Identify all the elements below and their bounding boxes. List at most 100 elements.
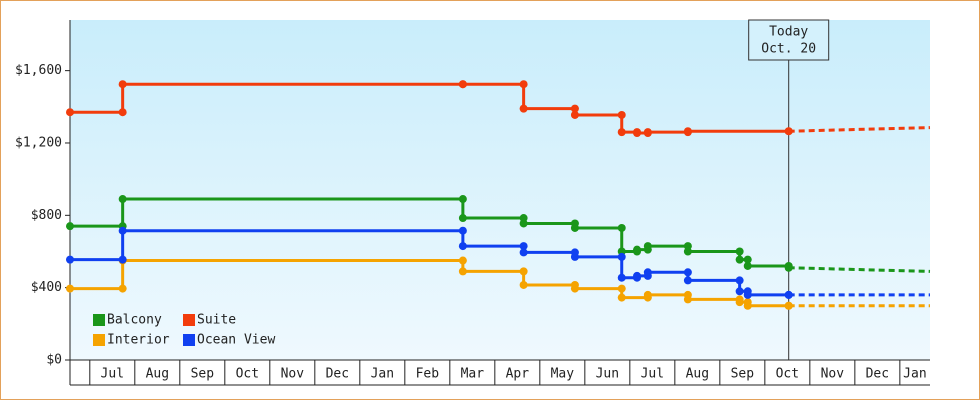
point [784,263,793,272]
price-line [70,229,789,297]
point [519,280,528,289]
point [458,80,467,89]
point [570,223,579,232]
today-label: Oct. 20 [761,42,816,57]
point [735,255,744,264]
point [735,287,744,296]
point [633,271,642,280]
point [643,128,652,137]
legend-label: Suite [197,313,236,328]
legend-swatch [93,314,105,326]
step-corner [570,104,579,113]
point [683,247,692,256]
point [66,108,74,117]
point [519,219,528,228]
point [617,293,626,302]
point [66,284,74,293]
x-tick-label: Jul [101,367,124,382]
step-corner [735,247,744,256]
point [643,268,652,277]
x-tick-label: Sep [731,367,755,382]
point [66,222,74,231]
today-box [748,19,830,61]
step-corner [617,110,626,119]
point [743,261,752,270]
y-tick-label: $1,600 [15,63,62,78]
plot-area [70,20,930,360]
step-corner [617,252,626,261]
step-corner [118,284,127,293]
legend-swatch [93,334,105,346]
legend-label: Balcony [107,313,162,328]
point [643,242,652,251]
x-tick-label: Jul [641,367,664,382]
point [118,226,127,235]
x-tick-label: Aug [686,367,709,382]
point [643,290,652,299]
step-corner [458,226,467,235]
x-tick-label: Jun [596,367,619,382]
step-corner [683,268,692,277]
step-corner [617,223,626,232]
step-corner [519,80,528,89]
point [743,301,752,310]
step-corner [458,195,467,204]
legend-swatch [183,314,195,326]
step-corner [118,108,127,117]
point [118,195,127,204]
legend-label: Interior [107,333,170,348]
point [735,298,744,307]
x-tick-label: Sep [191,367,215,382]
point [683,295,692,304]
x-tick-label: Dec [326,367,349,382]
y-tick-label: $400 [31,280,62,295]
point [570,110,579,119]
point [458,267,467,276]
point [683,127,692,136]
x-tick-label: Oct [776,367,799,382]
x-tick-label: Apr [506,367,530,382]
step-corner [743,255,752,264]
step-corner [519,267,528,276]
forecast-line [788,126,931,133]
point [784,290,793,299]
point [784,301,793,310]
y-tick-label: $1,200 [15,135,62,150]
x-tick-label: Dec [866,367,889,382]
x-tick-label: Oct [236,367,259,382]
point [519,248,528,257]
x-tick-label: Mar [461,367,485,382]
x-tick-label: Nov [821,367,845,382]
point [118,80,127,89]
step-corner [519,242,528,251]
x-tick-label: Feb [416,367,440,382]
y-tick-label: $0 [46,353,62,368]
point [784,127,793,136]
step-corner [735,276,744,285]
point [458,214,467,223]
point [570,252,579,261]
x-tick-label: Jan [903,367,926,382]
point [66,255,74,264]
legend-label: Ocean View [197,333,275,348]
x-tick-label: Nov [281,367,305,382]
point [570,284,579,293]
point [617,273,626,282]
step-corner [458,256,467,265]
legend-swatch [183,334,195,346]
point [743,290,752,299]
point [617,128,626,137]
point [633,245,642,254]
x-tick-label: May [551,367,575,382]
point [519,104,528,113]
x-tick-label: Aug [146,367,169,382]
forecast-line [788,266,931,273]
step-corner [118,255,127,264]
point [633,129,642,138]
point [458,242,467,251]
step-corner [617,284,626,293]
y-tick-label: $800 [31,208,62,223]
point [683,276,692,285]
x-tick-label: Jan [371,367,394,382]
